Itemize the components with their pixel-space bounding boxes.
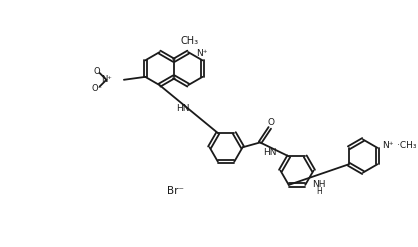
Text: O: O: [267, 118, 274, 126]
Text: NH: NH: [312, 180, 326, 189]
Text: H: H: [316, 187, 321, 196]
Text: O: O: [93, 66, 100, 76]
Text: CH₃: CH₃: [180, 36, 198, 46]
Text: N⁺: N⁺: [101, 75, 112, 84]
Text: HN: HN: [176, 103, 190, 113]
Text: ·CH₃: ·CH₃: [397, 141, 416, 150]
Text: HN: HN: [263, 148, 276, 157]
Text: N⁺: N⁺: [196, 49, 207, 58]
Text: N⁺: N⁺: [382, 141, 394, 150]
Text: O⁻: O⁻: [91, 84, 102, 93]
Text: Br⁻: Br⁻: [167, 186, 184, 196]
